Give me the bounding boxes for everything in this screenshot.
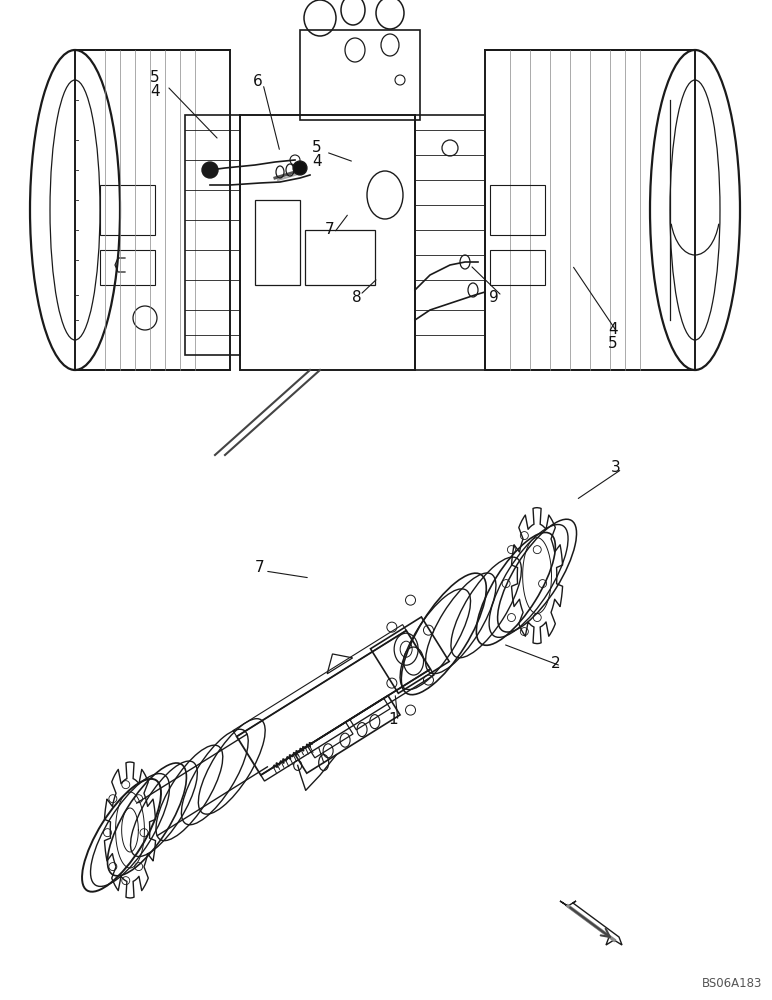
Bar xyxy=(75,50,230,370)
Text: 4: 4 xyxy=(608,322,618,338)
Bar xyxy=(185,115,240,355)
Text: 7: 7 xyxy=(256,560,265,576)
Bar xyxy=(485,50,695,370)
Text: 2: 2 xyxy=(551,656,560,672)
Text: 5: 5 xyxy=(312,140,322,155)
Bar xyxy=(100,250,155,285)
Text: 4: 4 xyxy=(312,153,322,168)
Bar xyxy=(100,185,155,235)
Bar xyxy=(415,115,485,370)
Bar xyxy=(300,30,420,120)
Text: 8: 8 xyxy=(352,290,362,304)
Text: 1: 1 xyxy=(388,712,398,728)
Text: 5: 5 xyxy=(608,336,618,351)
Bar xyxy=(490,250,545,285)
Ellipse shape xyxy=(293,161,307,175)
Text: 3: 3 xyxy=(611,460,621,475)
Bar xyxy=(305,230,375,285)
Text: 9: 9 xyxy=(489,290,499,304)
Bar xyxy=(240,115,415,370)
Ellipse shape xyxy=(202,162,218,178)
Bar xyxy=(255,200,300,285)
Text: BS06A183: BS06A183 xyxy=(702,977,762,990)
Text: 4: 4 xyxy=(151,85,160,100)
Text: 5: 5 xyxy=(151,70,160,86)
Text: 6: 6 xyxy=(253,75,263,90)
Bar xyxy=(490,185,545,235)
Text: 7: 7 xyxy=(325,223,335,237)
